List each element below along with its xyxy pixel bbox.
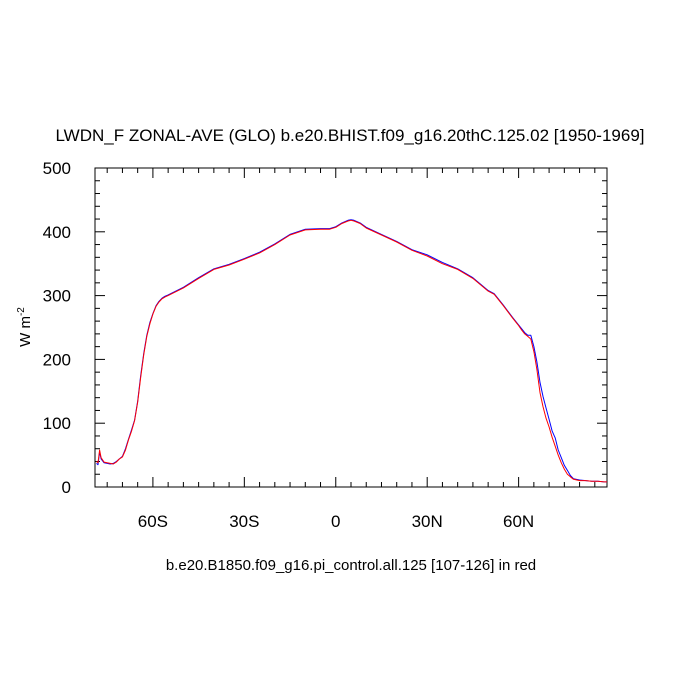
x-tick-label: 30S (229, 512, 259, 531)
x-tick-label: 30N (412, 512, 443, 531)
y-axis-label-main: W m (17, 316, 34, 347)
y-tick-label: 500 (43, 159, 71, 178)
series-layer (96, 219, 607, 483)
x-axis: 60S 30S 0 30N 60N (106, 168, 596, 531)
y-axis: 0 100 200 300 400 500 (43, 159, 607, 497)
series-line-1 (96, 219, 607, 483)
plot-frame (94, 167, 608, 488)
y-tick-label: 300 (43, 287, 71, 306)
y-tick-label: 200 (43, 350, 71, 369)
plot-area (94, 167, 608, 488)
x-tick-label: 60S (138, 512, 168, 531)
control-run-note: b.e20.B1850.f09_g16.pi_control.all.125 [… (166, 557, 536, 574)
y-tick-label: 0 (62, 478, 71, 497)
chart-title: LWDN_F ZONAL-AVE (GLO) b.e20.BHIST.f09_g… (55, 126, 644, 145)
x-tick-label: 0 (331, 512, 340, 531)
y-axis-label: W m-2 (16, 307, 34, 347)
y-axis-label-exponent: -2 (16, 307, 27, 316)
y-tick-label: 100 (43, 414, 71, 433)
y-tick-label: 400 (43, 223, 71, 242)
x-tick-label: 60N (503, 512, 534, 531)
series-line-0 (96, 219, 607, 483)
